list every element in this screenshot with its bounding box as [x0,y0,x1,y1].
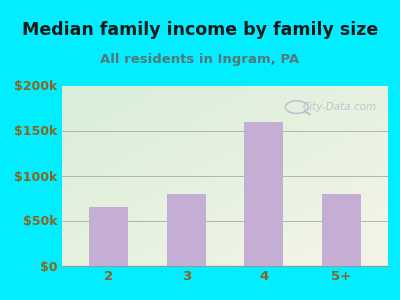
Text: Median family income by family size: Median family income by family size [22,21,378,39]
Text: City-Data.com: City-Data.com [302,102,376,112]
Bar [167,194,206,266]
Bar [322,194,361,266]
Text: All residents in Ingram, PA: All residents in Ingram, PA [100,52,300,65]
Bar [89,207,128,266]
Bar [244,122,283,266]
